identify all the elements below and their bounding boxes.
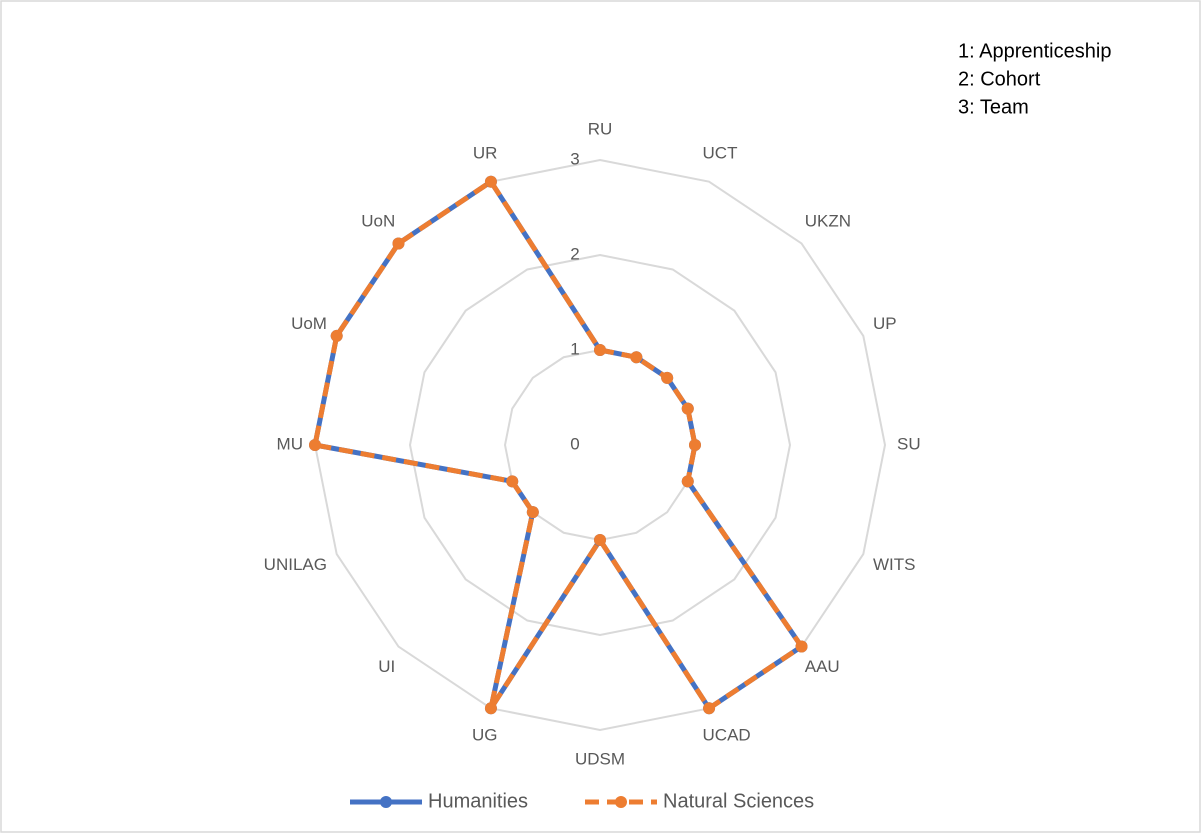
series-marker [689, 439, 701, 451]
series-marker [484, 175, 497, 188]
legend-marker [380, 796, 392, 808]
category-label: UDSM [575, 749, 625, 768]
annotation: 1: Apprenticeship [958, 40, 1111, 62]
series-marker [526, 506, 539, 519]
series-marker [594, 344, 606, 356]
category-label: SU [897, 434, 921, 453]
tick-label: 3 [570, 149, 579, 168]
category-label: UoM [291, 314, 327, 333]
annotation: 3: Team [958, 96, 1029, 118]
tick-label: 0 [570, 434, 579, 453]
category-label: UNILAG [264, 555, 327, 574]
series-line [312, 179, 805, 711]
legend-marker [615, 796, 627, 808]
series-marker [681, 475, 694, 488]
legend-label: Humanities [428, 790, 528, 812]
tick-label: 1 [570, 339, 579, 358]
series-marker [309, 439, 321, 451]
category-label: UoN [361, 212, 395, 231]
annotation: 2: Cohort [958, 68, 1041, 90]
series-marker [661, 371, 674, 384]
series-marker [484, 702, 497, 715]
series-marker [795, 640, 808, 653]
category-label: UCAD [703, 726, 751, 745]
grid-ring [408, 253, 792, 637]
category-label: UI [378, 657, 395, 676]
category-label: UG [472, 726, 498, 745]
category-label: MU [277, 434, 303, 453]
tick-label: 2 [570, 244, 579, 263]
category-label: AAU [805, 657, 840, 676]
category-label: WITS [873, 555, 916, 574]
category-label: UCT [703, 143, 738, 162]
series-marker [594, 534, 606, 546]
series-marker [703, 702, 716, 715]
category-label: RU [588, 119, 613, 138]
series-marker [330, 329, 343, 342]
category-label: UR [473, 143, 498, 162]
series-marker [681, 402, 694, 415]
series-marker [506, 475, 519, 488]
category-label: UKZN [805, 212, 851, 231]
series-marker [630, 351, 643, 364]
series-marker [392, 237, 405, 250]
category-label: UP [873, 314, 897, 333]
legend-label: Natural Sciences [663, 790, 814, 812]
